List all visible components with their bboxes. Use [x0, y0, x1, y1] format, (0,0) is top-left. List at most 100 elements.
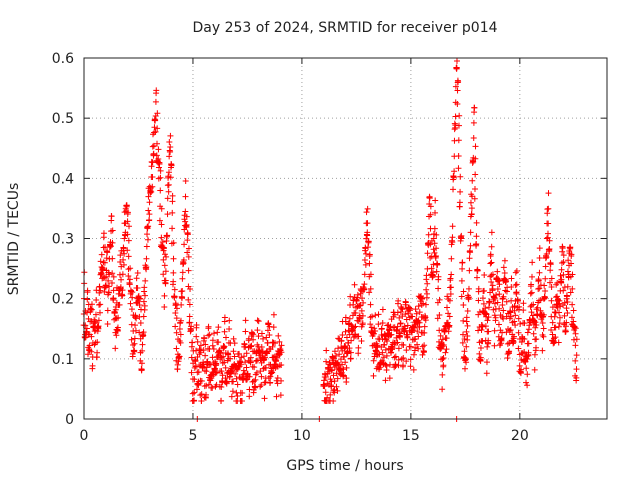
- data-point: [546, 279, 553, 286]
- data-point: [234, 381, 241, 388]
- data-point: [440, 355, 447, 362]
- data-point: [542, 275, 549, 282]
- data-point: [540, 325, 547, 332]
- data-point: [564, 293, 571, 300]
- data-point: [181, 241, 188, 248]
- data-point: [330, 397, 337, 404]
- data-point: [146, 199, 153, 206]
- data-point: [205, 381, 212, 388]
- data-point: [460, 301, 467, 308]
- data-point: [470, 135, 477, 142]
- data-point: [560, 252, 567, 259]
- data-point: [402, 325, 409, 332]
- data-point: [333, 383, 340, 390]
- data-point: [392, 340, 399, 347]
- data-point: [414, 341, 421, 348]
- data-point: [521, 335, 528, 342]
- data-point: [548, 275, 555, 282]
- data-point: [465, 285, 472, 292]
- data-point: [119, 271, 126, 278]
- data-point: [448, 271, 455, 278]
- data-point: [398, 305, 405, 312]
- data-point: [436, 327, 443, 334]
- data-point: [520, 300, 527, 307]
- data-point: [355, 344, 362, 351]
- data-point: [392, 361, 399, 368]
- data-point: [446, 297, 453, 304]
- data-point: [500, 293, 507, 300]
- data-point: [342, 343, 349, 350]
- data-point: [138, 366, 145, 373]
- data-point: [395, 297, 402, 304]
- data-point: [257, 368, 264, 375]
- data-point: [447, 291, 454, 298]
- data-point: [106, 271, 113, 278]
- data-point: [536, 255, 543, 262]
- data-point: [427, 203, 434, 210]
- data-point: [346, 331, 353, 338]
- data-point: [182, 218, 189, 225]
- data-point: [544, 230, 551, 237]
- data-point: [512, 322, 519, 329]
- data-point: [185, 267, 192, 274]
- data-point: [333, 352, 340, 359]
- data-point: [572, 342, 579, 349]
- data-point: [530, 301, 537, 308]
- data-point: [525, 349, 532, 356]
- data-point: [473, 240, 480, 247]
- data-point: [355, 350, 362, 357]
- data-point: [346, 315, 353, 322]
- data-point: [495, 321, 502, 328]
- data-point: [159, 238, 166, 245]
- data-point: [109, 255, 116, 262]
- data-point: [487, 260, 494, 267]
- data-point: [463, 328, 470, 335]
- y-tick-label: 0: [65, 412, 74, 428]
- data-point: [334, 375, 341, 382]
- data-point: [101, 274, 108, 281]
- x-tick-label: 0: [80, 428, 89, 444]
- data-point: [118, 276, 125, 283]
- data-point: [227, 355, 234, 362]
- data-point: [485, 314, 492, 321]
- data-point: [552, 324, 559, 331]
- data-point: [414, 328, 421, 335]
- data-point: [148, 189, 155, 196]
- data-point: [363, 250, 370, 257]
- data-point: [407, 356, 414, 363]
- data-point: [474, 267, 481, 274]
- data-point: [554, 293, 561, 300]
- data-point: [400, 362, 407, 369]
- data-point: [84, 296, 91, 303]
- data-point: [232, 370, 239, 377]
- data-point: [359, 312, 366, 319]
- data-point: [415, 303, 422, 310]
- data-point: [200, 347, 207, 354]
- data-point: [132, 327, 139, 334]
- data-point: [102, 282, 109, 289]
- data-point: [246, 373, 253, 380]
- data-point: [262, 364, 269, 371]
- data-point: [180, 256, 187, 263]
- data-point: [446, 313, 453, 320]
- data-point: [563, 305, 570, 312]
- data-point: [523, 379, 530, 386]
- data-point: [242, 317, 249, 324]
- data-point: [248, 342, 255, 349]
- data-point: [203, 382, 210, 389]
- data-point: [143, 264, 150, 271]
- data-point: [136, 295, 143, 302]
- data-point: [432, 197, 439, 204]
- data-point: [488, 278, 495, 285]
- data-point: [212, 370, 219, 377]
- data-point: [322, 389, 329, 396]
- data-point: [267, 373, 274, 380]
- data-point: [173, 345, 180, 352]
- data-point: [561, 312, 568, 319]
- data-point: [94, 349, 101, 356]
- data-point: [572, 330, 579, 337]
- data-point: [545, 205, 552, 212]
- data-point: [454, 87, 461, 94]
- data-point: [388, 349, 395, 356]
- data-point: [371, 330, 378, 337]
